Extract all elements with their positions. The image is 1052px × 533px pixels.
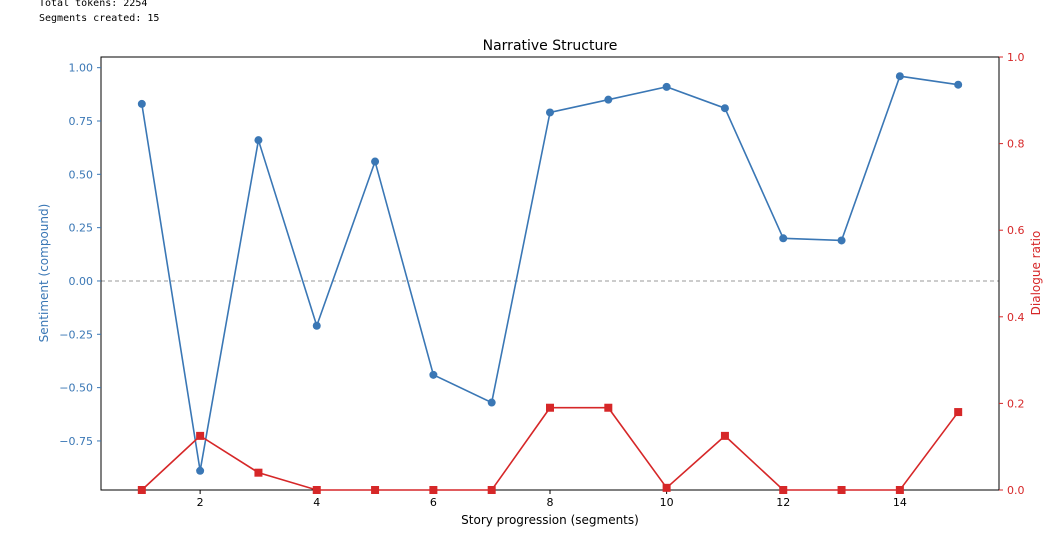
- series-right-point: [546, 403, 554, 412]
- series-right-point: [895, 486, 904, 494]
- x-tick-label: 14: [893, 496, 907, 509]
- series-left-point: [954, 80, 963, 89]
- series-left-point: [895, 72, 904, 81]
- series-right-point: [837, 486, 846, 494]
- series-left-point: [312, 321, 321, 330]
- left-y-tick-label: 0.50: [69, 168, 94, 181]
- series-right-point: [137, 486, 146, 494]
- series-right-point: [254, 468, 263, 477]
- y-axis-label-left: Sentiment (compound): [37, 204, 51, 343]
- series-left-point: [429, 370, 438, 379]
- series-left-point: [837, 236, 846, 245]
- x-tick-label: 6: [430, 496, 437, 509]
- series-right-point: [604, 403, 613, 412]
- series-right-point: [487, 486, 496, 494]
- x-tick-label: 2: [197, 496, 204, 509]
- series-right-point: [371, 486, 380, 494]
- series-right-point: [954, 408, 963, 417]
- console-line-tokens: Total tokens: 2254: [39, 0, 148, 9]
- series-left-point: [254, 136, 263, 145]
- right-y-tick-label: 0.8: [1007, 138, 1025, 151]
- series-left-point: [546, 108, 554, 117]
- series-right-point: [779, 486, 788, 494]
- y-axis-label-right: Dialogue ratio: [1029, 231, 1043, 316]
- series-left-point: [371, 157, 380, 166]
- console-line-segments: Segments created: 15: [39, 13, 160, 24]
- series-left-point: [779, 234, 788, 243]
- series-right-point: [312, 486, 321, 494]
- left-y-tick-label: 0.00: [69, 275, 94, 288]
- right-y-tick-label: 0.2: [1007, 397, 1025, 410]
- right-y-tick-label: 0.0: [1007, 484, 1025, 497]
- series-left-point: [604, 95, 613, 104]
- series-right-point: [429, 486, 438, 494]
- series-left-point: [196, 466, 205, 475]
- series-left-point: [662, 82, 671, 91]
- right-y-tick-label: 0.4: [1007, 311, 1025, 324]
- series-right-point: [662, 483, 671, 492]
- series-right-point: [720, 431, 729, 440]
- left-y-tick-label: 0.25: [69, 222, 94, 235]
- series-right-line: [141, 406, 959, 491]
- x-tick-label: 8: [547, 496, 554, 509]
- series-left-point: [487, 398, 496, 407]
- chart-title: Narrative Structure: [483, 38, 618, 54]
- left-y-tick-label: 0.75: [69, 115, 94, 128]
- right-y-tick-label: 0.6: [1007, 224, 1025, 237]
- series-right-point: [196, 431, 205, 440]
- left-y-tick-label: −0.50: [59, 382, 93, 395]
- left-y-tick-label: −0.25: [59, 328, 93, 341]
- x-tick-label: 4: [313, 496, 320, 509]
- series-left-point: [137, 99, 146, 108]
- x-axis-label: Story progression (segments): [461, 513, 639, 527]
- left-y-tick-label: −0.75: [59, 435, 93, 448]
- left-y-tick-label: 1.00: [69, 62, 94, 75]
- x-tick-label: 10: [660, 496, 674, 509]
- series-left-point: [720, 104, 729, 113]
- x-tick-label: 12: [776, 496, 790, 509]
- right-y-tick-label: 1.0: [1007, 51, 1025, 64]
- console-output: Total tokens: 2254 Segments created: 15: [39, 0, 159, 26]
